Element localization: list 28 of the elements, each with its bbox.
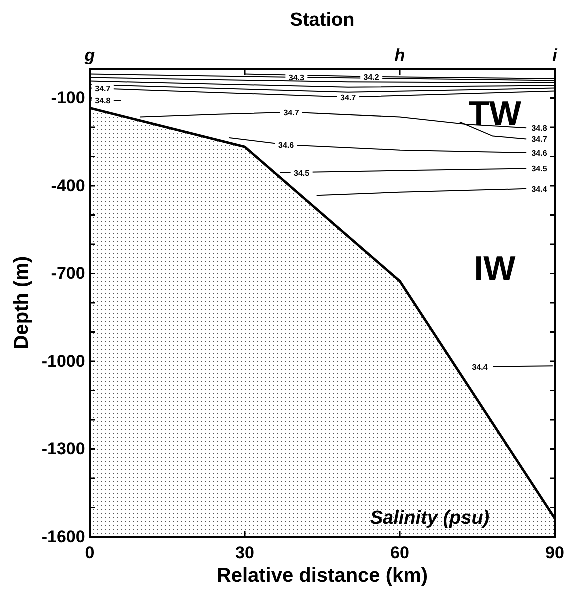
y-tick-label: -1000 [42, 352, 86, 371]
annotation: 34.7 [95, 84, 112, 94]
annotation: 34.8 [532, 124, 548, 134]
annotation: 34.4 [532, 184, 548, 194]
annotation: 34.7 [532, 135, 548, 144]
text: g [84, 46, 96, 65]
annotation: TW [468, 95, 522, 133]
y-tick-label: -400 [51, 176, 86, 196]
y-tick-label: -1300 [42, 440, 86, 459]
x-tick-label: 90 [546, 544, 564, 563]
y-tick-label: -1600 [42, 527, 86, 546]
text: h [394, 46, 406, 65]
y-tick-label: -100 [51, 88, 86, 108]
annotation: 34.8 [95, 96, 112, 106]
text: i [552, 46, 559, 65]
x2-axis-title: Station [290, 10, 355, 31]
annotation: IW [474, 250, 517, 288]
x-axis-title: Relative distance (km) [216, 565, 428, 587]
x-tick-label: 30 [236, 544, 254, 563]
annotation: Salinity (psu) [370, 508, 490, 529]
y-tick-label: -700 [51, 264, 86, 284]
x-tick-label: 60 [390, 544, 410, 563]
annotation: 34.6 [532, 148, 548, 158]
annotation: 34.4 [472, 362, 488, 372]
annotation: 34.5 [532, 164, 548, 174]
y-axis-title: Depth (m) [11, 256, 33, 350]
annotation: 34.5 [294, 168, 310, 178]
x-tick-label: 0 [85, 544, 95, 563]
